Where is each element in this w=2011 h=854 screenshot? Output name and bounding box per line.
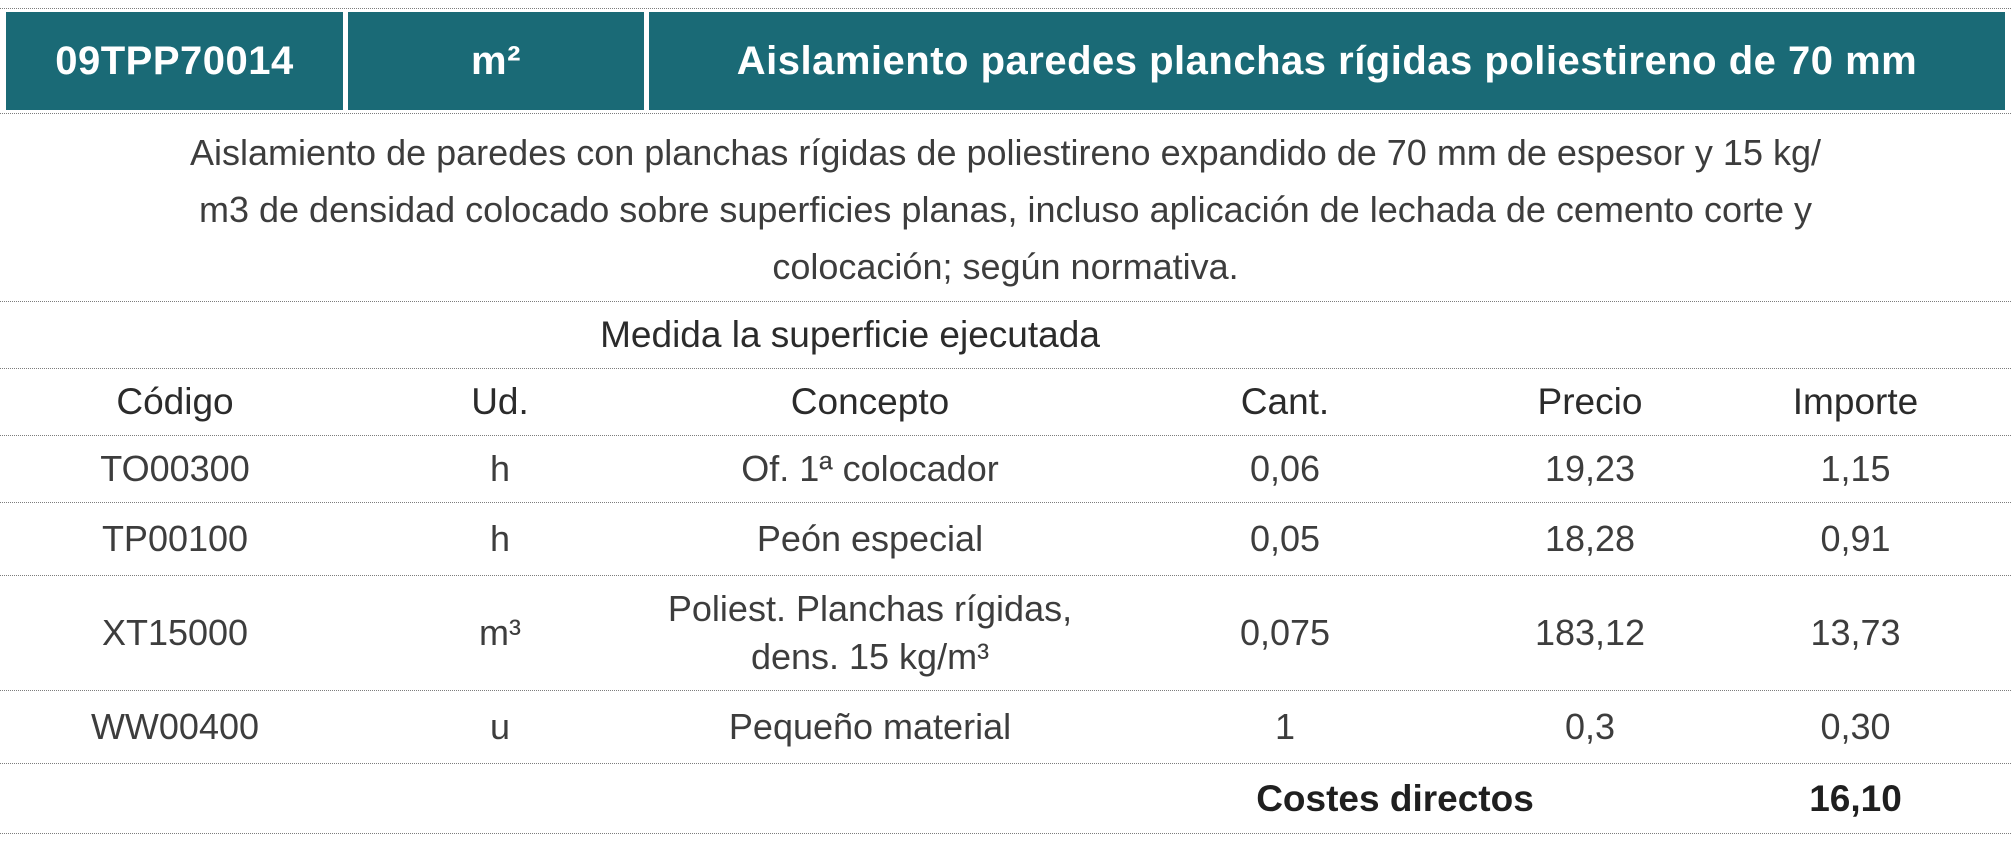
table-row: TO00300 h Of. 1ª colocador 0,06 19,23 1,… xyxy=(0,436,2011,503)
column-header-codigo: Código xyxy=(116,381,234,422)
cell-importe: 1,15 xyxy=(1820,448,1891,489)
cell-concepto: Pequeño material xyxy=(728,706,1012,747)
item-header: 09TPP70014 m² Aislamiento paredes planch… xyxy=(0,12,2011,114)
cell-ud: h xyxy=(489,518,511,559)
cell-concepto: Poliest. Planchas rígidas, dens. 15 kg/m… xyxy=(667,588,1073,677)
cell-codigo: XT15000 xyxy=(101,612,249,653)
cell-importe: 13,73 xyxy=(1810,612,1901,653)
table-header-row: Código Ud. Concepto Cant. Precio Importe xyxy=(0,369,2011,436)
cell-precio: 19,23 xyxy=(1544,448,1636,489)
cell-precio: 183,12 xyxy=(1534,612,1646,653)
cell-codigo: TP00100 xyxy=(101,518,249,559)
cell-concepto: Of. 1ª colocador xyxy=(741,448,999,489)
item-code: 09TPP70014 xyxy=(6,12,343,110)
cell-precio: 0,3 xyxy=(1564,706,1616,747)
item-description: Aislamiento de paredes con planchas rígi… xyxy=(0,114,2011,302)
table-row: TP00100 h Peón especial 0,05 18,28 0,91 xyxy=(0,503,2011,576)
cell-concepto: Peón especial xyxy=(756,518,984,559)
column-header-ud: Ud. xyxy=(471,381,529,422)
cell-importe: 0,30 xyxy=(1820,706,1891,747)
direct-costs-total: 16,10 xyxy=(1809,777,1902,819)
column-header-concepto: Concepto xyxy=(790,381,950,422)
cell-ud: u xyxy=(489,706,511,747)
item-header-bar: 09TPP70014 m² Aislamiento paredes planch… xyxy=(6,12,2005,110)
measurement-criterion: Medida la superficie ejecutada xyxy=(600,314,1100,355)
cell-cant: 0,05 xyxy=(1249,518,1321,559)
column-header-precio: Precio xyxy=(1537,381,1643,422)
table-row: XT15000 m³ Poliest. Planchas rígidas, de… xyxy=(0,576,2011,691)
table-row: WW00400 u Pequeño material 1 0,3 0,30 xyxy=(0,691,2011,764)
column-header-importe: Importe xyxy=(1792,381,1919,422)
cell-codigo: TO00300 xyxy=(100,448,250,489)
top-divider xyxy=(0,8,2011,9)
measurement-criterion-row: Medida la superficie ejecutada xyxy=(0,302,2011,369)
cell-ud: m³ xyxy=(479,612,521,653)
cell-importe: 0,91 xyxy=(1820,518,1891,559)
cell-cant: 0,075 xyxy=(1239,612,1331,653)
cell-cant: 0,06 xyxy=(1249,448,1321,489)
item-unit: m² xyxy=(348,12,644,110)
column-header-cant: Cant. xyxy=(1240,381,1330,422)
cell-precio: 18,28 xyxy=(1544,518,1636,559)
cell-cant: 1 xyxy=(1274,706,1296,747)
item-title: Aislamiento paredes planchas rígidas pol… xyxy=(649,12,2005,110)
direct-costs-row: Costes directos 16,10 xyxy=(0,764,2011,834)
direct-costs-label: Costes directos xyxy=(1256,777,1534,819)
cell-codigo: WW00400 xyxy=(90,706,260,747)
cell-ud: h xyxy=(489,448,511,489)
